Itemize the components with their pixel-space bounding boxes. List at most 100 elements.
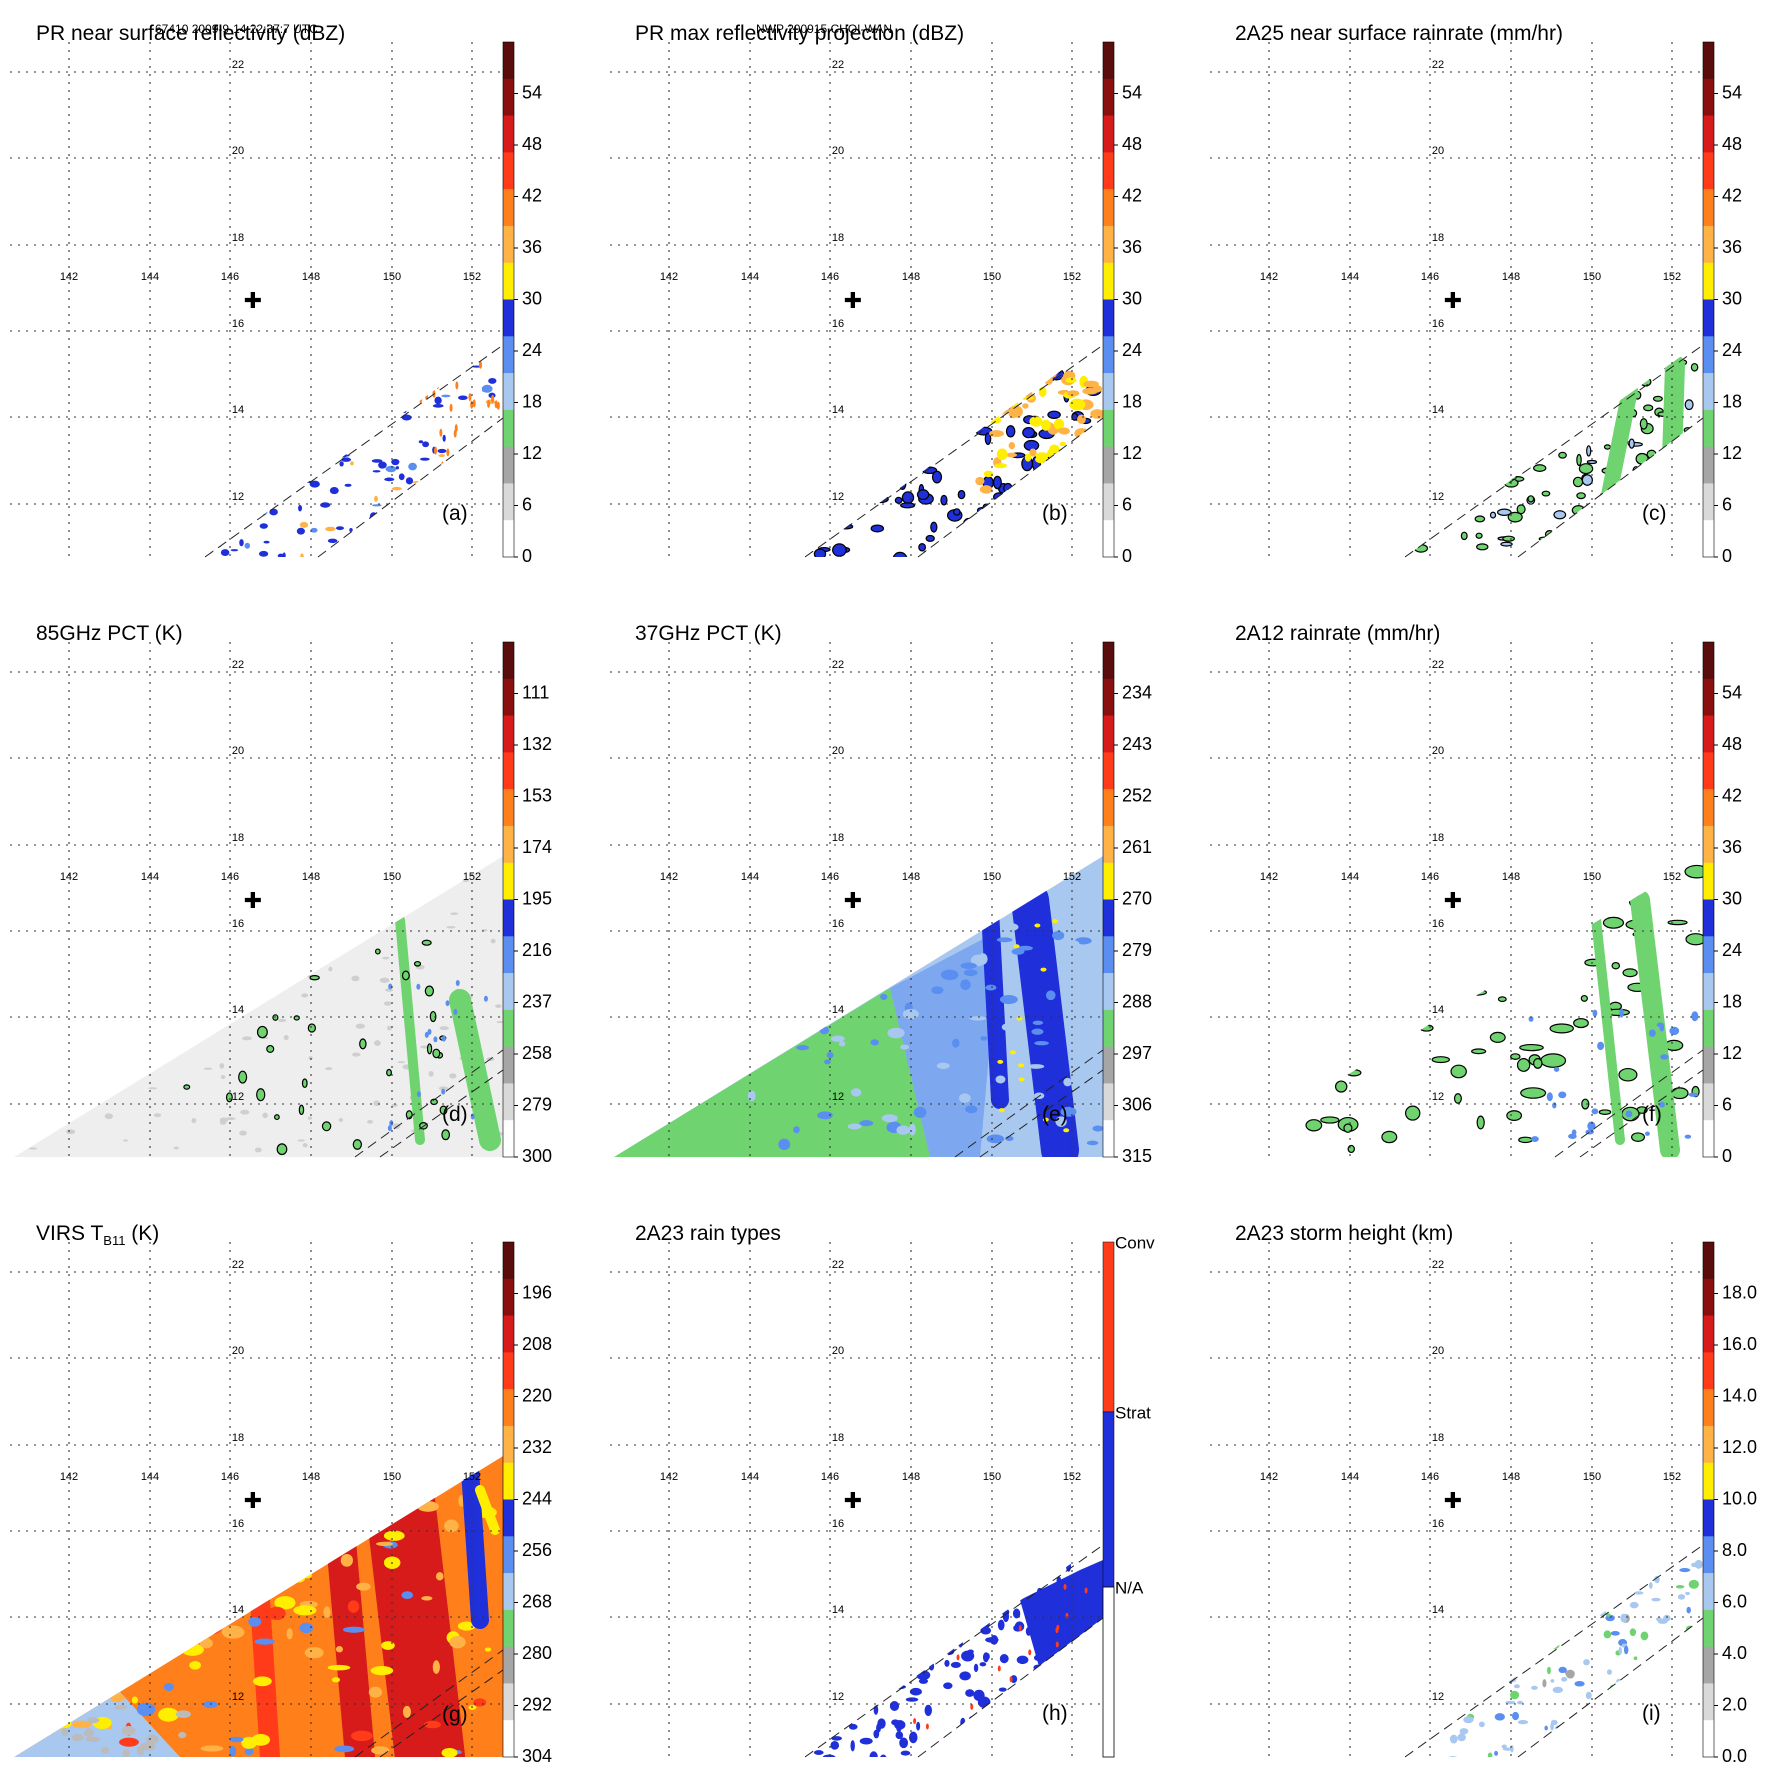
swath-edges <box>354 1049 504 1158</box>
colorbar-label: 243 <box>1122 734 1152 754</box>
colorbar-label: 42 <box>1722 785 1742 805</box>
lon-label: 146 <box>821 1471 839 1483</box>
lat-label: 16 <box>832 918 844 930</box>
colorbar: 18.0 16.0 14.0 12.0 10.0 8.0 6.0 4.0 2.0 0.0 <box>1702 1241 1757 1766</box>
lat-label: 12 <box>232 491 244 503</box>
lon-label: 146 <box>821 271 839 283</box>
lat-label: 16 <box>232 918 244 930</box>
storm-center-marker: ✚ <box>1444 289 1462 314</box>
lon-label: 148 <box>302 871 320 883</box>
lat-label: 12 <box>1432 491 1444 503</box>
panel-b: 22 20 18 16 14 12 142 144 146 148 150 152 ✚ 54 48 42 36 3… <box>600 0 1160 566</box>
colorbar-label: 315 <box>1122 1146 1152 1166</box>
colorbar-label: 18 <box>1722 991 1742 1011</box>
lat-label: 12 <box>832 1091 844 1103</box>
storm-header: NWP 200915 CHOI-WAN <box>756 22 893 36</box>
colorbar-label: 304 <box>522 1746 552 1766</box>
panel-label: (g) <box>442 1703 468 1726</box>
colorbar-label: 132 <box>522 734 552 754</box>
colorbar-label: 216 <box>522 940 552 960</box>
lon-label: 148 <box>902 871 920 883</box>
lon-label: 152 <box>1663 1471 1681 1483</box>
colorbar-label: 12 <box>522 443 542 463</box>
grid-lines <box>610 1242 1103 1757</box>
lon-label: 150 <box>383 271 401 283</box>
colorbar: 234 243 252 261 270 279 288 297 306 315 <box>1102 641 1152 1166</box>
lon-label: 148 <box>1502 1471 1520 1483</box>
colorbar-label: 258 <box>522 1043 552 1063</box>
panel-f: 22 20 18 16 14 12 142 144 146 148 150 152 ✚ 54 48 42 36 3… <box>1200 600 1760 1166</box>
colorbar: 54 48 42 36 30 24 18 12 6 0 <box>1102 41 1142 566</box>
colorbar-label: 30 <box>1122 288 1142 308</box>
colorbar-label: 6 <box>522 494 532 514</box>
colorbar-label: 54 <box>522 82 542 102</box>
lat-label: 16 <box>232 318 244 330</box>
map-b: 22 20 18 16 14 12 142 144 146 148 150 152 ✚ 54 48 42 36 3… <box>610 41 1142 566</box>
panel-title: 2A23 storm height (km) <box>1235 1222 1454 1245</box>
colorbar: 54 48 42 36 30 24 18 12 6 0 <box>502 41 542 566</box>
colorbar-label: 297 <box>1122 1043 1152 1063</box>
panel-label: (e) <box>1042 1103 1068 1126</box>
panel-c: 22 20 18 16 14 12 142 144 146 148 150 152 ✚ 54 48 42 36 3… <box>1200 0 1760 566</box>
lon-label: 142 <box>660 271 678 283</box>
lon-label: 150 <box>983 871 1001 883</box>
swath-edges <box>804 1544 1104 1758</box>
colorbar-label: 0 <box>522 546 532 566</box>
colorbar-label: 280 <box>522 1643 552 1663</box>
colorbar-label: 18 <box>1122 391 1142 411</box>
lon-label: 150 <box>1583 871 1601 883</box>
colorbar-label: 0 <box>1722 546 1732 566</box>
colorbar-label: 54 <box>1722 82 1742 102</box>
colorbar-label: 24 <box>1722 940 1742 960</box>
grid-lines <box>610 42 1103 557</box>
lon-label: 152 <box>463 871 481 883</box>
panel-h: 22 20 18 16 14 12 142 144 146 148 150 152 ✚ Conv Strat… <box>600 1200 1160 1760</box>
swath-data-a <box>205 357 500 557</box>
grid-lines <box>10 1242 503 1757</box>
lat-label: 16 <box>832 1518 844 1530</box>
swath-edges <box>1404 344 1704 558</box>
lat-label: 14 <box>232 1004 244 1016</box>
grid-lines <box>610 642 1103 1157</box>
colorbar-label: 36 <box>1722 837 1742 857</box>
colorbar-label: 12.0 <box>1722 1437 1757 1457</box>
colorbar-label: 8.0 <box>1722 1540 1747 1560</box>
map-e: 22 20 18 16 14 12 142 144 146 148 150 152 ✚ 234 243 252… <box>610 641 1152 1166</box>
lon-label: 144 <box>741 871 759 883</box>
panel-title: 37GHz PCT (K) <box>635 622 782 645</box>
colorbar-label: 30 <box>1722 888 1742 908</box>
lat-label: 12 <box>232 1691 244 1703</box>
lon-label: 142 <box>1260 1471 1278 1483</box>
swath-data-h <box>805 1557 1103 1757</box>
lat-label: 18 <box>232 1432 244 1444</box>
lat-label: 14 <box>832 1604 844 1616</box>
panel-title: 85GHz PCT (K) <box>36 622 183 645</box>
lat-label: 18 <box>832 832 844 844</box>
swath-edges <box>204 344 504 558</box>
colorbar-label: 4.0 <box>1722 1643 1747 1663</box>
lon-label: 142 <box>60 1471 78 1483</box>
colorbar-label: 54 <box>1122 82 1142 102</box>
map-d: 22 20 18 16 14 12 142 144 146 148 150 152 ✚ 111 132 153… <box>10 641 552 1166</box>
lon-label: 144 <box>1341 271 1359 283</box>
colorbar-label: 220 <box>522 1385 552 1405</box>
lon-label: 146 <box>1421 1471 1439 1483</box>
lon-label: 150 <box>1583 1471 1601 1483</box>
lon-label: 152 <box>1063 1471 1081 1483</box>
colorbar-label: 300 <box>522 1146 552 1166</box>
colorbar-label: 208 <box>522 1334 552 1354</box>
colorbar: Conv Strat N/A <box>1102 1233 1155 1758</box>
colorbar-label: 237 <box>522 991 552 1011</box>
swath-edges <box>804 344 1104 558</box>
lat-label: 12 <box>832 1691 844 1703</box>
colorbar-label: 0.0 <box>1722 1746 1747 1766</box>
colorbar: 54 48 42 36 30 24 18 12 6 0 <box>1702 41 1742 566</box>
colorbar-label: 42 <box>1122 185 1142 205</box>
lat-label: 20 <box>832 145 844 157</box>
lon-label: 152 <box>1063 271 1081 283</box>
colorbar-label: 0 <box>1122 546 1132 566</box>
lat-label: 22 <box>232 1259 244 1271</box>
lat-label: 18 <box>232 832 244 844</box>
lon-label: 142 <box>660 871 678 883</box>
colorbar-label: 6.0 <box>1722 1591 1747 1611</box>
